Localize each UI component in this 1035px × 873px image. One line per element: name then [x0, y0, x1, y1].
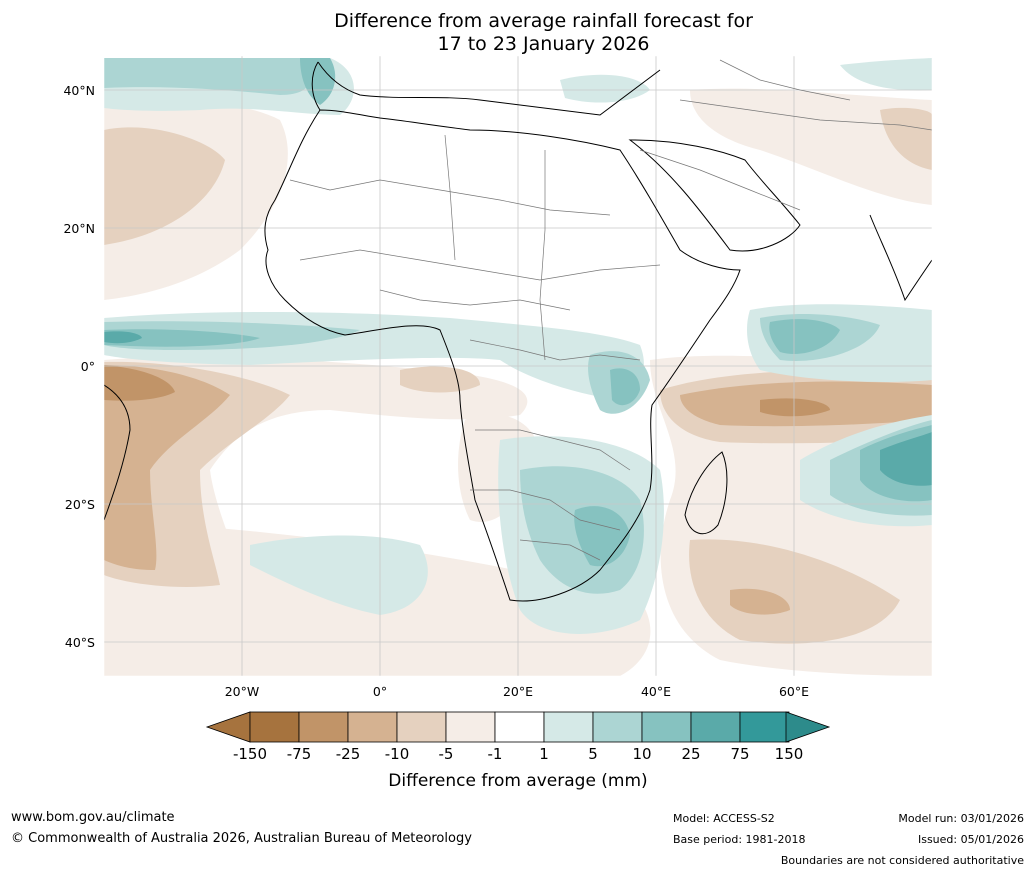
anomaly-patch [560, 74, 650, 103]
colorbar-segment [641, 711, 692, 743]
madagascar-coastline [684, 451, 728, 535]
colorbar-segment [592, 711, 643, 743]
anomaly-patch [880, 432, 932, 486]
colorbar-segment [543, 711, 594, 743]
longitude-labels: 20°W 0° 20°E 40°E 60°E [225, 684, 809, 699]
latitude-labels: 40°N 20°N 0° 20°S 40°S [63, 83, 95, 650]
anomaly-patch [300, 58, 336, 105]
lat-label: 40°N [63, 83, 95, 98]
anomaly-patch [104, 58, 311, 95]
anomaly-patch [840, 58, 932, 91]
country-boundaries [289, 59, 932, 561]
anomaly-patch [104, 365, 175, 401]
anomaly-patch [760, 398, 830, 417]
colorbar-segment [445, 711, 496, 743]
lon-label: 0° [373, 684, 387, 699]
anomaly-patch [730, 588, 790, 615]
anomaly-patch [104, 329, 260, 347]
anomaly-patch [690, 88, 932, 205]
colorbar-tick-label: 5 [588, 745, 598, 763]
lon-label: 60°E [779, 684, 809, 699]
chart-title-line-2: 17 to 23 January 2026 [437, 33, 650, 55]
anomaly-patch [880, 107, 932, 170]
arabia-coastline [628, 139, 801, 252]
colorbar-segment [249, 711, 300, 743]
website-link[interactable]: www.bom.gov.au/climate [11, 810, 175, 825]
boundaries-disclaimer: Boundaries are not considered authoritat… [780, 854, 1024, 867]
colorbar-segment [739, 711, 790, 743]
map-frame [103, 55, 933, 677]
colorbar-segment [298, 711, 349, 743]
coastlines [104, 61, 932, 602]
colorbar-title: Difference from average (mm) [388, 771, 647, 791]
issued-date: Issued: 05/01/2026 [917, 833, 1024, 846]
colorbar-tick-label: -5 [439, 745, 454, 763]
anomaly-patch [400, 366, 480, 393]
anomaly-patch [104, 331, 142, 344]
lat-label: 40°S [65, 635, 95, 650]
india-coastline [869, 214, 932, 302]
colorbar-legend: -150 -75 -25 -10 -5 -1 1 5 10 25 75 150 Difference … [205, 711, 831, 791]
lat-label: 20°S [65, 497, 95, 512]
colorbar-high-extend [785, 711, 831, 743]
anomaly-patch [689, 539, 900, 644]
anomaly-patch [104, 127, 225, 245]
lat-label: 20°N [63, 221, 95, 236]
colorbar-tick-label: -10 [385, 745, 410, 763]
lon-label: 20°W [225, 684, 260, 699]
europe-coastline [311, 61, 661, 116]
anomaly-patch [250, 535, 428, 615]
colorbar-tick-label: 1 [539, 745, 549, 763]
graticule [104, 56, 932, 676]
anomaly-patch [574, 506, 630, 567]
model-name: Model: ACCESS-S2 [673, 812, 775, 825]
colorbar-tick-label: -1 [488, 745, 503, 763]
colorbar-tick-label: -150 [233, 745, 267, 763]
lon-label: 20°E [503, 684, 533, 699]
colorbar-segment [494, 711, 545, 743]
colorbar-tick-label: -25 [336, 745, 361, 763]
south-america-coastline [104, 384, 131, 521]
anomaly-patch [610, 368, 640, 406]
colorbar-tick-label: 150 [775, 745, 804, 763]
copyright-text: © Commonwealth of Australia 2026, Austra… [11, 831, 472, 846]
colorbar-tick-label: 75 [730, 745, 749, 763]
colorbar-segment [396, 711, 447, 743]
colorbar-tick-label: 25 [681, 745, 700, 763]
africa-coastline [264, 109, 741, 602]
anomaly-patch [769, 319, 840, 354]
lat-label: 0° [81, 359, 95, 374]
anomaly-patch [104, 365, 230, 570]
lon-label: 40°E [641, 684, 671, 699]
colorbar-tick-label: 10 [632, 745, 651, 763]
colorbar-segment [347, 711, 398, 743]
chart-title-line-1: Difference from average rainfall forecas… [334, 10, 753, 32]
colorbar-low-extend [205, 711, 251, 743]
model-run-date: Model run: 03/01/2026 [898, 812, 1024, 825]
colorbar-tick-label: -75 [287, 745, 312, 763]
base-period: Base period: 1981-2018 [673, 833, 806, 846]
colorbar-segment [690, 711, 741, 743]
